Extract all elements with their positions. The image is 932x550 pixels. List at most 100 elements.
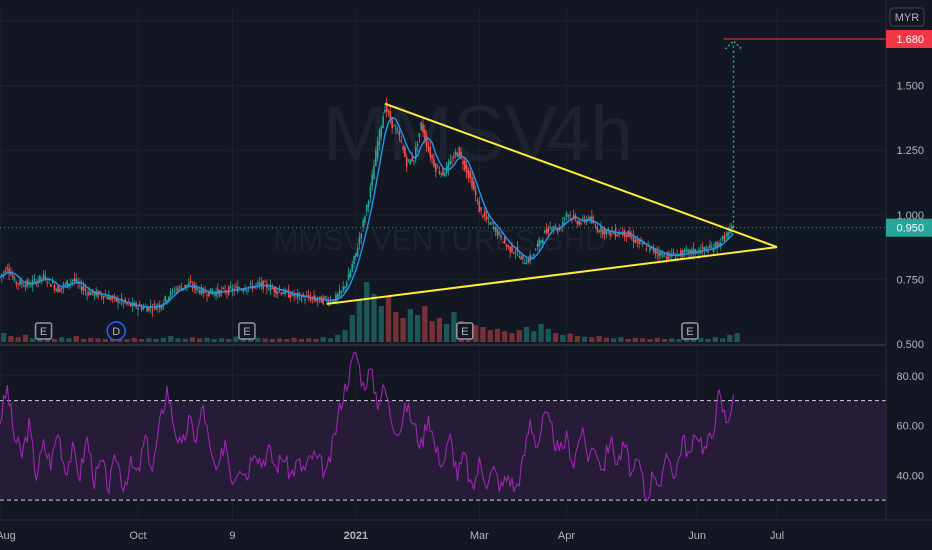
candle-body (217, 288, 219, 294)
candle-body (425, 135, 428, 147)
volume-bar (625, 339, 631, 342)
volume-bar (480, 327, 486, 342)
volume-bar (95, 338, 101, 342)
candle-body (362, 220, 364, 228)
candle-body (424, 129, 426, 140)
earnings-marker[interactable]: E (34, 322, 53, 340)
candle-body (391, 117, 393, 128)
candle-body (82, 286, 85, 290)
event-markers[interactable]: E E E ED (34, 321, 699, 341)
volume-bar (153, 339, 159, 342)
candle-body (204, 291, 206, 294)
candle-body (369, 186, 372, 198)
volume-bar (44, 337, 50, 342)
candle-body (658, 252, 660, 257)
candle-body (71, 279, 74, 281)
earnings-marker-box (456, 322, 474, 340)
candle-body (413, 160, 415, 162)
candle-body (151, 309, 154, 311)
candle-body (538, 239, 541, 247)
candle-body (463, 160, 466, 170)
volume-bar (509, 333, 515, 342)
candle-body (641, 243, 644, 245)
candle-body (652, 248, 655, 253)
candle-body (600, 226, 602, 232)
candle-body (523, 263, 526, 265)
volume-bar (327, 338, 334, 342)
candle-body (531, 256, 533, 258)
candle-body (483, 211, 486, 217)
volume-bar (175, 338, 181, 342)
last-price-badge[interactable]: 0.950 (886, 218, 932, 237)
earnings-marker[interactable]: E (681, 322, 699, 340)
candle-body (522, 255, 524, 259)
moving-average (0, 116, 735, 308)
candle-body (109, 297, 112, 300)
candle-body (436, 167, 439, 169)
currency-badge[interactable]: MYR (889, 7, 925, 27)
candle-body (24, 284, 27, 288)
candle-body (491, 222, 493, 224)
volume-bar (306, 338, 312, 342)
candle-body (460, 151, 462, 157)
earnings-marker[interactable]: E (456, 322, 474, 340)
candle-body (414, 147, 417, 160)
candle-body (6, 267, 9, 270)
triangle-trendlines[interactable] (326, 102, 778, 305)
candle-body (200, 287, 203, 295)
candle-body (106, 296, 108, 299)
candle-body (157, 304, 159, 307)
candle-body (507, 244, 510, 248)
candle-body (367, 201, 370, 207)
candle-body (315, 298, 317, 302)
target-projection[interactable] (0, 38, 886, 229)
volume-bar (349, 315, 355, 342)
target-price-badge[interactable]: 1.680 (886, 30, 932, 49)
candle-body (365, 204, 368, 212)
candle-body (13, 278, 16, 281)
earnings-marker-box (34, 322, 53, 340)
earnings-marker-label: E (686, 326, 693, 338)
candle-body (409, 159, 412, 165)
candle-body (449, 160, 452, 165)
dividend-marker-label: D (112, 326, 120, 338)
volume-bar (552, 333, 559, 342)
candle-body (142, 307, 145, 310)
candle-body (560, 227, 562, 229)
time-tick-label: 9 (229, 530, 235, 542)
candle-body (191, 287, 194, 289)
candle-body (567, 215, 570, 217)
volume-bar (560, 334, 566, 342)
dividend-marker[interactable]: D (106, 321, 126, 341)
earnings-marker[interactable]: E (238, 322, 256, 340)
candle-body (496, 229, 499, 236)
candle-body (211, 291, 214, 295)
candle-body (494, 227, 497, 232)
candle-body (126, 302, 128, 304)
volume-bar (676, 339, 682, 342)
volume-bar (255, 337, 261, 342)
candle-body (485, 216, 488, 220)
candle-body (244, 289, 246, 291)
candle-body (536, 244, 539, 247)
candle-body (100, 294, 103, 297)
candle-body (160, 305, 163, 310)
candle-body (394, 128, 397, 131)
candle-body (97, 291, 99, 297)
candle-body (229, 286, 232, 288)
volume-bar (422, 306, 428, 342)
candle-body (80, 286, 83, 291)
candle-body (709, 244, 711, 249)
candle-body (420, 122, 423, 130)
candle-body (542, 239, 544, 244)
candle-body (46, 282, 49, 284)
candle-body (710, 247, 713, 249)
candle-body (249, 282, 252, 285)
time-tick-label: Jul (770, 530, 784, 542)
candle-body (73, 278, 76, 282)
candle-body (336, 294, 339, 299)
volume-bar (22, 334, 29, 342)
candle-body (70, 281, 72, 283)
